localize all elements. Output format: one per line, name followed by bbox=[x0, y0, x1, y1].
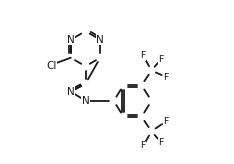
Text: N: N bbox=[67, 87, 75, 96]
Text: F: F bbox=[164, 73, 169, 82]
Text: F: F bbox=[159, 55, 164, 63]
Text: N: N bbox=[67, 35, 75, 45]
Text: Cl: Cl bbox=[46, 61, 57, 71]
Text: F: F bbox=[159, 138, 164, 147]
Text: F: F bbox=[141, 51, 146, 60]
Text: F: F bbox=[141, 142, 146, 150]
Text: F: F bbox=[164, 117, 169, 126]
Text: N: N bbox=[96, 35, 104, 45]
Text: N: N bbox=[82, 96, 89, 106]
